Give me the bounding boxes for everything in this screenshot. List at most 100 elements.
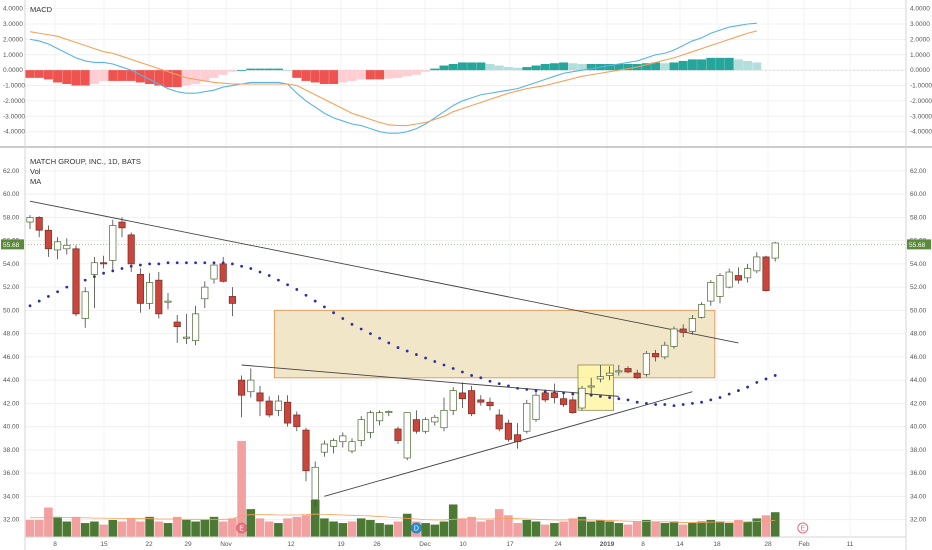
candle-body bbox=[26, 217, 34, 223]
sar-dot bbox=[405, 349, 409, 353]
volume-bar bbox=[761, 515, 771, 537]
candle-body bbox=[679, 328, 687, 333]
candle-body bbox=[477, 399, 485, 403]
volume-bar bbox=[218, 521, 228, 537]
candle-body bbox=[81, 291, 89, 319]
volume-bar bbox=[568, 518, 578, 537]
candle bbox=[26, 215, 34, 230]
candle bbox=[523, 399, 531, 434]
candle bbox=[293, 411, 301, 432]
sar-dot bbox=[83, 278, 87, 282]
macd-histogram-bar bbox=[577, 64, 587, 71]
sar-dot bbox=[28, 304, 32, 308]
price-tick-label-left: 42.00 bbox=[3, 400, 20, 407]
x-tick-label: 29 bbox=[184, 541, 192, 548]
candle bbox=[54, 237, 62, 260]
earnings_upcoming-badge-label: E bbox=[800, 526, 805, 533]
x-tick-label: 26 bbox=[373, 541, 381, 548]
candle-body bbox=[661, 344, 669, 358]
sar-dot bbox=[461, 370, 464, 374]
candle bbox=[127, 232, 135, 273]
sar-dot bbox=[139, 263, 142, 267]
x-tick-label: 14 bbox=[676, 541, 684, 548]
candle bbox=[192, 305, 200, 346]
sar-dot bbox=[617, 397, 621, 401]
sar-dot bbox=[166, 261, 170, 265]
macd-tick-label-right: -2.0000 bbox=[910, 98, 932, 105]
candle-body bbox=[596, 376, 604, 380]
volume-bar bbox=[80, 523, 90, 537]
macd-histogram-bar bbox=[264, 68, 274, 71]
macd-histogram-bar bbox=[421, 70, 431, 72]
candle bbox=[569, 396, 577, 414]
volume-bar bbox=[108, 519, 118, 537]
volume-bar bbox=[356, 518, 366, 537]
candle bbox=[744, 263, 752, 283]
candle bbox=[109, 219, 117, 270]
sar-dot bbox=[387, 341, 391, 345]
price-tick-label-right: 44.00 bbox=[910, 377, 927, 384]
candle bbox=[100, 255, 108, 269]
price-tick-label-left: 46.00 bbox=[3, 354, 20, 361]
sar-dot bbox=[157, 262, 161, 266]
legend-vol: Vol bbox=[30, 167, 41, 176]
volume-bar bbox=[504, 515, 513, 537]
candle-body bbox=[652, 353, 660, 358]
volume-bar bbox=[752, 518, 762, 537]
candle bbox=[707, 280, 715, 306]
macd-histogram-bar bbox=[80, 70, 90, 86]
candle-body bbox=[348, 441, 356, 452]
macd-histogram-bar bbox=[117, 70, 127, 81]
macd-histogram-bar bbox=[338, 70, 348, 83]
candle-body bbox=[642, 353, 650, 375]
candle-body bbox=[72, 248, 80, 315]
candle-body bbox=[228, 296, 236, 304]
candle bbox=[173, 315, 181, 343]
candle-body bbox=[146, 282, 154, 304]
volume-bar bbox=[71, 516, 81, 537]
candle-body bbox=[238, 379, 246, 396]
candle bbox=[311, 461, 319, 507]
sar-dot bbox=[102, 271, 105, 275]
candle bbox=[256, 385, 264, 417]
dividend-badge bbox=[410, 522, 422, 534]
candle-body bbox=[311, 466, 319, 501]
price-tick-label-right: 48.00 bbox=[910, 331, 927, 338]
macd-histogram-bar bbox=[200, 70, 210, 81]
price-tick-label-left: 58.00 bbox=[3, 214, 20, 221]
volume-bar bbox=[301, 515, 311, 537]
macd-histogram-bar bbox=[549, 63, 559, 71]
sar-dot bbox=[286, 283, 289, 287]
volume-bar bbox=[448, 504, 458, 537]
candle bbox=[90, 256, 98, 309]
sar-dot bbox=[359, 327, 363, 331]
price-tick-label-left: 62.00 bbox=[3, 168, 20, 175]
volume-bar bbox=[623, 524, 633, 537]
volume-bar bbox=[724, 523, 734, 537]
macd-histogram-bar bbox=[669, 62, 679, 71]
candle bbox=[504, 419, 512, 442]
macd-histogram-bar bbox=[292, 70, 302, 78]
volume-bar bbox=[62, 521, 72, 537]
macd-histogram-bar bbox=[531, 65, 541, 71]
price-title: MATCH GROUP, INC., 1D, BATS bbox=[30, 157, 141, 166]
volume-bar bbox=[651, 521, 660, 537]
price-tick-label-left: 52.00 bbox=[3, 284, 20, 291]
candle-body bbox=[201, 286, 209, 300]
candle bbox=[201, 281, 209, 309]
volume-bar bbox=[439, 521, 449, 537]
price-tick-label-left: 50.00 bbox=[3, 307, 20, 314]
x-tick-label: 24 bbox=[554, 541, 562, 548]
macd-histogram-bar bbox=[605, 64, 615, 71]
macd-histogram-bar bbox=[678, 60, 688, 71]
macd-line bbox=[29, 22, 757, 134]
candle bbox=[44, 225, 52, 257]
macd-histogram-bar bbox=[476, 62, 486, 71]
candle bbox=[440, 397, 448, 432]
volume-bar bbox=[209, 516, 219, 537]
candle bbox=[164, 292, 172, 310]
sar-dot bbox=[599, 394, 602, 398]
volume-bar bbox=[697, 521, 706, 537]
candle-body bbox=[118, 221, 126, 229]
